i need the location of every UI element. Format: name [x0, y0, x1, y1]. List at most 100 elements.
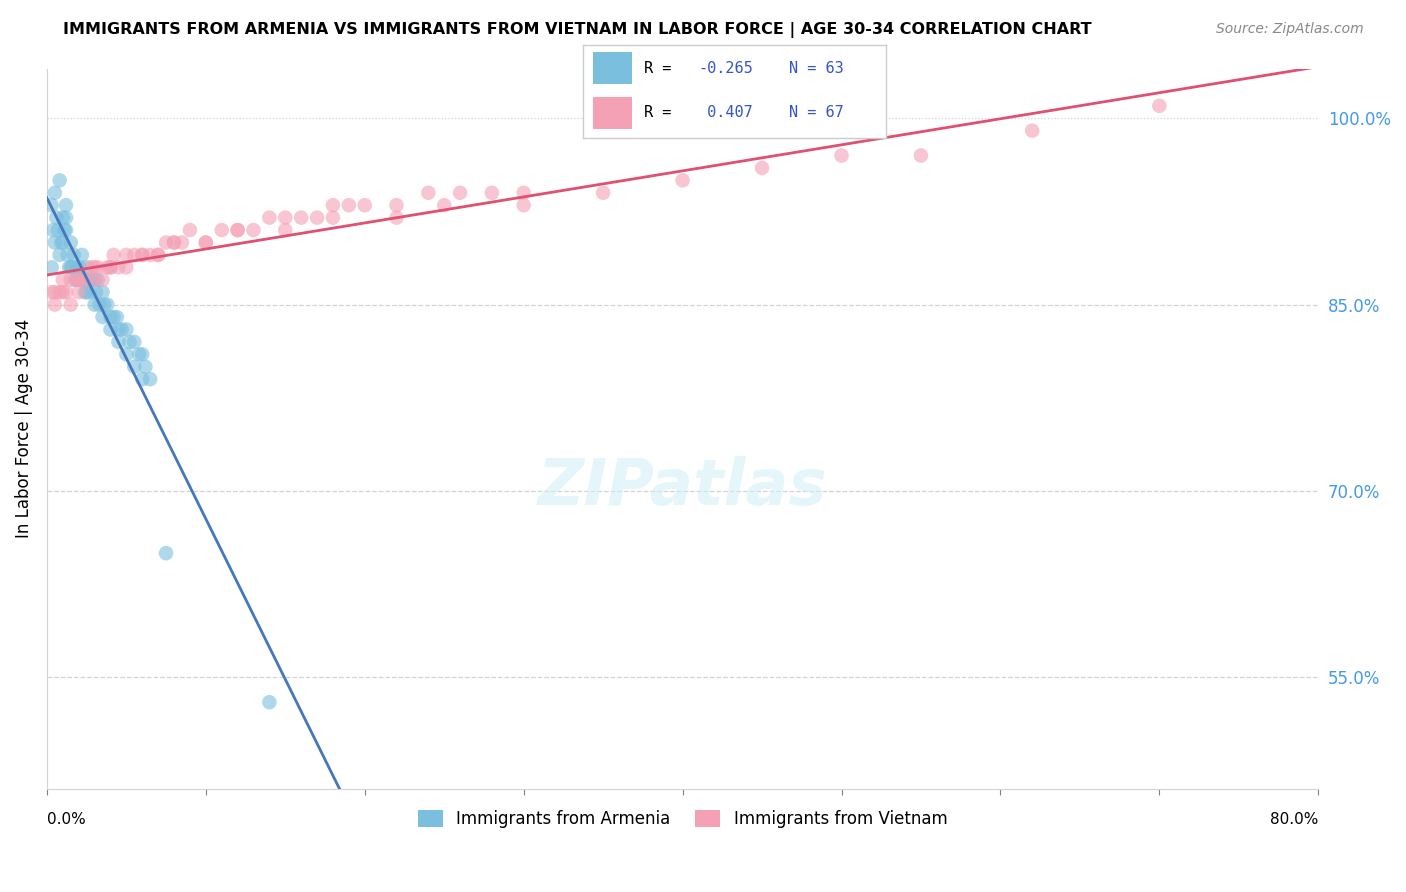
Point — [44, 186, 66, 200]
Point — [105, 310, 128, 324]
Point — [58, 260, 80, 275]
Point — [83, 273, 105, 287]
Point — [100, 322, 122, 336]
Point — [139, 248, 162, 262]
Point — [163, 235, 186, 250]
Point — [69, 260, 91, 275]
Point — [512, 198, 534, 212]
Point — [52, 285, 75, 300]
Point — [418, 186, 440, 200]
Point — [259, 211, 281, 225]
Y-axis label: In Labor Force | Age 30-34: In Labor Force | Age 30-34 — [15, 319, 32, 539]
Point — [910, 148, 932, 162]
Point — [449, 186, 471, 200]
Point — [80, 260, 103, 275]
Point — [290, 211, 312, 225]
Point — [44, 297, 66, 311]
Point — [592, 186, 614, 200]
Point — [155, 546, 177, 560]
Point — [87, 260, 110, 275]
Point — [48, 248, 70, 262]
Point — [139, 372, 162, 386]
Point — [226, 223, 249, 237]
Point — [41, 285, 63, 300]
Point — [512, 186, 534, 200]
Point — [52, 273, 75, 287]
Point — [100, 310, 122, 324]
Point — [131, 372, 153, 386]
Point — [155, 235, 177, 250]
Point — [194, 235, 217, 250]
Text: 0.0%: 0.0% — [46, 812, 86, 827]
Point — [89, 297, 111, 311]
Point — [83, 297, 105, 311]
Point — [66, 260, 89, 275]
Point — [76, 285, 98, 300]
Text: ZIPatlas: ZIPatlas — [538, 456, 827, 517]
Point — [70, 273, 93, 287]
Point — [60, 260, 83, 275]
Point — [322, 198, 344, 212]
Point — [259, 695, 281, 709]
Legend: Immigrants from Armenia, Immigrants from Vietnam: Immigrants from Armenia, Immigrants from… — [411, 804, 955, 835]
Point — [118, 334, 141, 349]
Bar — [592, 52, 631, 84]
Point — [67, 273, 90, 287]
Bar — [592, 97, 631, 129]
Point — [63, 248, 86, 262]
Point — [53, 223, 76, 237]
Point — [48, 285, 70, 300]
Point — [96, 297, 118, 311]
Point — [226, 223, 249, 237]
Point — [115, 260, 138, 275]
Point — [146, 248, 169, 262]
Point — [433, 198, 456, 212]
Text: R =: R = — [644, 105, 681, 120]
Point — [131, 248, 153, 262]
Text: -0.265: -0.265 — [699, 61, 754, 76]
Text: R =: R = — [644, 61, 681, 76]
Point — [124, 359, 146, 374]
Point — [274, 223, 297, 237]
Point — [337, 198, 360, 212]
Point — [131, 248, 153, 262]
Point — [91, 285, 114, 300]
Point — [115, 347, 138, 361]
Point — [59, 235, 82, 250]
Point — [110, 322, 132, 336]
Point — [93, 297, 115, 311]
Text: N = 67: N = 67 — [789, 105, 844, 120]
Point — [128, 347, 150, 361]
Point — [67, 273, 90, 287]
Point — [242, 223, 264, 237]
Point — [56, 248, 79, 262]
Point — [385, 211, 408, 225]
Point — [51, 235, 73, 250]
Point — [107, 334, 129, 349]
Point — [385, 198, 408, 212]
Point — [77, 273, 100, 287]
Text: 0.407: 0.407 — [699, 105, 754, 120]
Point — [91, 310, 114, 324]
Point — [134, 359, 156, 374]
Point — [274, 211, 297, 225]
Point — [67, 285, 90, 300]
Point — [1149, 99, 1171, 113]
Point — [84, 285, 107, 300]
Point — [79, 285, 101, 300]
Point — [52, 211, 75, 225]
Point — [41, 198, 63, 212]
Point — [115, 322, 138, 336]
Point — [307, 211, 329, 225]
Point — [41, 260, 63, 275]
Point — [103, 310, 125, 324]
Point — [65, 273, 87, 287]
Point — [44, 285, 66, 300]
Point — [87, 273, 110, 287]
Point — [353, 198, 375, 212]
Point — [48, 173, 70, 187]
Text: N = 63: N = 63 — [789, 61, 844, 76]
Point — [322, 211, 344, 225]
Point — [73, 285, 96, 300]
Point — [751, 161, 773, 175]
